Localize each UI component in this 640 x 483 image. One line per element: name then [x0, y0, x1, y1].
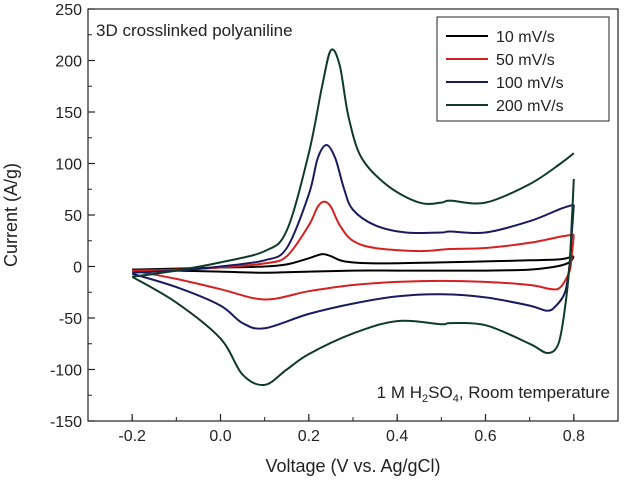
electrolyte-prefix: 1 M H	[377, 383, 422, 402]
electrolyte-mid: SO	[428, 383, 453, 402]
cv-anodic-100-mv-s	[132, 143, 575, 274]
y-tick-label: 50	[64, 208, 82, 225]
electrolyte-sub-2: 4	[453, 393, 459, 405]
y-tick-label: 250	[55, 2, 82, 19]
y-axis-title: Current (A/g)	[1, 163, 21, 267]
electrolyte-sub-1: 2	[422, 393, 428, 405]
legend-label: 50 mV/s	[496, 52, 555, 69]
legend: 10 mV/s 50 mV/s 100 mV/s 200 mV/s	[436, 16, 610, 122]
cv-cathodic-10-mv-s	[132, 255, 575, 274]
y-tick-label: 150	[55, 105, 82, 122]
y-tick-label: -150	[50, 414, 82, 431]
cv-cathodic-200-mv-s	[131, 178, 575, 387]
cv-anodic-200-mv-s	[132, 48, 575, 278]
y-axis: -150 -100 -50 0 50 100 150 200 250	[50, 2, 95, 431]
y-tick-label: 0	[73, 260, 82, 277]
material-annotation: 3D crosslinked polyaniline	[96, 21, 293, 40]
legend-label: 10 mV/s	[496, 29, 555, 46]
electrolyte-annotation: 1 M H2SO4, Room temperature	[377, 383, 610, 405]
legend-items: 10 mV/s 50 mV/s 100 mV/s 200 mV/s	[446, 29, 564, 115]
legend-label: 100 mV/s	[496, 75, 564, 92]
x-axis: -0.2 0.0 0.2 0.4 0.6 0.8	[87, 414, 619, 445]
y-tick-label: 100	[55, 157, 82, 174]
x-tick-label: 0.8	[563, 428, 585, 445]
y-tick-label: -50	[59, 311, 82, 328]
legend-box	[436, 16, 610, 122]
y-tick-label: -100	[50, 363, 82, 380]
x-tick-label: 0.4	[386, 428, 408, 445]
legend-label: 200 mV/s	[496, 98, 564, 115]
x-tick-label: 0.6	[474, 428, 496, 445]
x-tick-label: 0.0	[209, 428, 231, 445]
x-tick-label: 0.2	[298, 428, 320, 445]
x-tick-label: -0.2	[118, 428, 146, 445]
x-axis-title: Voltage (V vs. Ag/gCl)	[265, 456, 440, 476]
plot-curves	[131, 48, 575, 387]
electrolyte-suffix: , Room temperature	[459, 383, 610, 402]
cv-anodic-50-mv-s	[132, 200, 574, 272]
y-tick-label: 200	[55, 54, 82, 71]
